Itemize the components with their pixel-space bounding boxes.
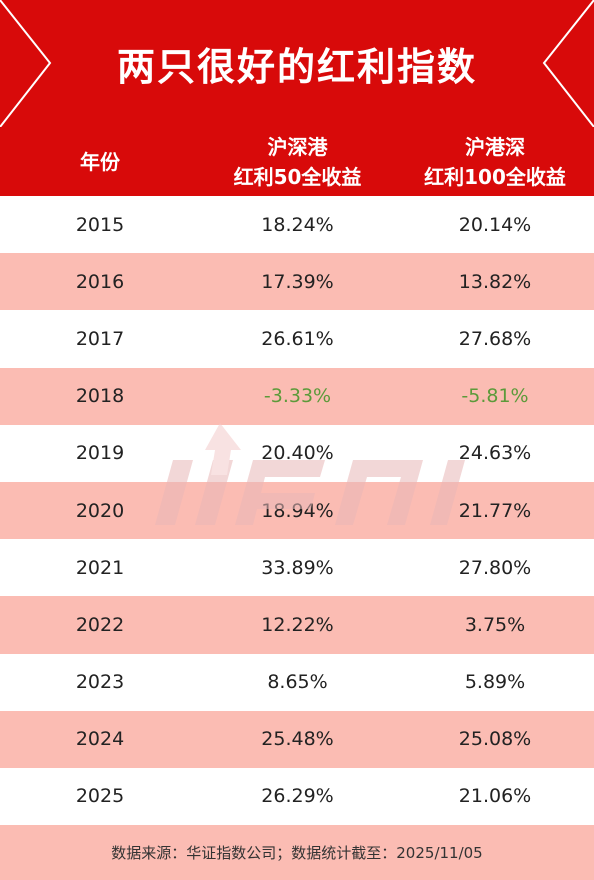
value-cell-negative: -3.33% [263,385,332,408]
header-year-label: 年份 [80,149,120,174]
header-index-1-line2: 红利50全收益 [233,164,362,189]
table-body: 2015 18.24% 20.14% 2016 17.39% 13.82% 20… [0,196,594,825]
table-row: 2019 20.40% 24.63% [0,425,594,482]
year-cell: 2020 [75,499,125,522]
value-cell-negative: -5.81% [461,385,529,408]
value-cell: 5.89% [464,671,526,694]
value-cell: 18.94% [261,499,334,522]
title-banner: 两只很好的红利指数 [0,0,594,127]
table-row: 2015 18.24% 20.14% [0,196,594,253]
value-cell: 21.77% [458,499,532,522]
table-row: 2016 17.39% 13.82% [0,253,594,311]
value-cell: 21.06% [458,785,532,808]
year-cell: 2019 [75,442,125,465]
header-index-1: 沪深港 红利50全收益 [200,127,395,196]
year-cell: 2015 [75,213,125,236]
year-cell: 2022 [75,613,125,636]
value-cell: 24.63% [458,442,532,465]
value-cell: 3.75% [464,613,526,636]
table-row: 2020 18.94% 21.77% [0,481,594,540]
year-cell: 2024 [75,728,125,751]
value-cell: 25.48% [261,728,334,751]
value-cell: 17.39% [261,270,334,293]
table-header: 年份 沪深港 红利50全收益 沪港深 红利100全收益 [0,127,594,196]
table-row: 2018 -3.33% -5.81% [0,367,594,425]
year-cell: 2025 [75,785,125,808]
header-year: 年份 [40,127,160,196]
header-index-1-line1: 沪深港 [267,134,328,159]
value-cell: 27.80% [458,556,532,579]
value-cell: 12.22% [261,613,334,636]
banner-decoration [0,0,594,127]
table-row: 2022 12.22% 3.75% [0,596,594,654]
value-cell: 26.29% [261,785,334,808]
header-index-2: 沪港深 红利100全收益 [395,127,594,196]
header-index-2-line1: 沪港深 [465,134,525,159]
value-cell: 20.40% [261,442,334,465]
table-row: 2024 25.48% 25.08% [0,710,594,768]
table-row: 2017 26.61% 27.68% [0,310,594,367]
page-title: 两只很好的红利指数 [116,45,477,89]
value-cell: 27.68% [458,327,532,350]
value-cell: 13.82% [458,270,532,293]
year-cell: 2016 [75,270,125,293]
table-row: 2025 26.29% 21.06% [0,768,594,825]
value-cell: 20.14% [458,213,532,236]
year-cell: 2018 [75,385,125,408]
year-cell: 2021 [75,556,125,579]
table-row: 2023 8.65% 5.89% [0,654,594,711]
header-index-2-line2: 红利100全收益 [424,164,566,189]
value-cell: 8.65% [267,671,328,694]
table-row: 2021 33.89% 27.80% [0,539,594,596]
year-cell: 2023 [75,671,125,694]
year-cell: 2017 [75,327,125,350]
value-cell: 26.61% [261,327,334,350]
value-cell: 25.08% [458,728,532,751]
value-cell: 18.24% [261,213,334,236]
data-source-footer: 数据来源：华证指数公司；数据统计截至：2025/11/05 [0,825,594,880]
value-cell: 33.89% [261,556,334,579]
